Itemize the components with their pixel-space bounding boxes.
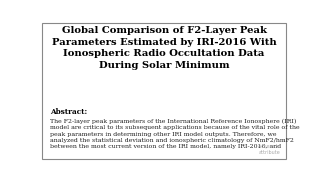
Text: Global Comparison of F2-Layer Peak
Parameters Estimated by IRI-2016 With
Ionosph: Global Comparison of F2-Layer Peak Param…	[52, 26, 276, 70]
Text: Abstract:: Abstract:	[50, 107, 87, 116]
Text: The F2-layer peak parameters of the International Reference Ionosphere (IRI)
mod: The F2-layer peak parameters of the Inte…	[50, 119, 300, 149]
Text: Access to
attribute: Access to attribute	[258, 144, 281, 155]
